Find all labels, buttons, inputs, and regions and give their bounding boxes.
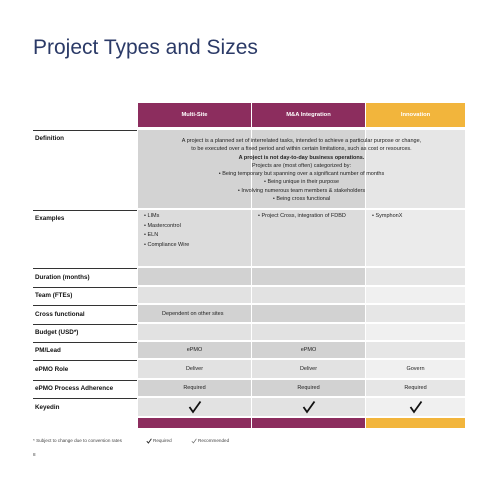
row-label: Budget (USD*)	[33, 324, 137, 340]
table-cell	[366, 324, 465, 340]
table-cell	[366, 342, 465, 358]
definition-bullet: • Being cross functional	[272, 195, 331, 202]
example-item: • SymphonX	[372, 213, 403, 219]
table-cell: ePMO	[252, 342, 365, 358]
check-icon	[191, 438, 197, 444]
example-text: Project Cross, integration of FDBD	[261, 213, 346, 219]
table-cell	[252, 324, 365, 340]
definition-line: to be executed over a fixed period and w…	[191, 146, 412, 152]
bullet-text: Being unique in their purpose	[267, 179, 340, 186]
example-text: Mastercontrol	[147, 222, 181, 229]
title: Project Types and Sizes	[33, 36, 258, 59]
row-label: Keyedin	[33, 398, 137, 416]
table-cell: ePMO	[138, 342, 251, 358]
table-cell	[252, 305, 365, 322]
row-label: PM/Lead	[33, 342, 137, 358]
cell-bg	[366, 130, 465, 208]
example-item: • LIMs	[144, 213, 160, 219]
table-cell	[252, 268, 365, 285]
table-cell: Deliver	[138, 360, 251, 378]
example-item: • Mastercontrol	[144, 222, 181, 229]
check-icon	[146, 438, 152, 444]
example-text: LIMs	[147, 213, 160, 219]
table-cell: Required	[366, 380, 465, 396]
definition-bullet: • Being temporary but spanning over a si…	[218, 171, 385, 177]
table-cell	[138, 268, 251, 285]
legend-recommended: Recommended	[198, 438, 230, 443]
table-cell: Dependent on other sites	[138, 305, 251, 322]
example-item: • ELN	[144, 232, 159, 238]
table-cell	[366, 398, 465, 416]
column-header: Innovation	[366, 103, 465, 127]
example-text: Compliance Wire	[147, 241, 190, 248]
row-label: Team (FTEs)	[33, 287, 137, 303]
table-cell: Govern	[366, 360, 465, 378]
row-label: Duration (months)	[33, 268, 137, 285]
legend-required: Required	[153, 438, 172, 443]
row-label: Examples	[33, 210, 137, 266]
definition-bullet: • Involving numerous team members & stak…	[237, 187, 366, 194]
footnote: * Subject to change due to conversion ra…	[33, 438, 122, 443]
example-item: • Compliance Wire	[144, 241, 190, 248]
definition-line: A project is a planned set of interrelat…	[181, 138, 422, 144]
bottom-bar	[366, 418, 465, 428]
table-cell: Required	[252, 380, 365, 396]
column-header: Multi-Site	[138, 103, 251, 127]
table-cell	[138, 287, 251, 303]
table-cell	[138, 324, 251, 340]
bottom-bar	[138, 418, 251, 428]
table-cell: Required	[138, 380, 251, 396]
definition-bullet: • Being unique in their purpose	[263, 179, 340, 186]
table-cell	[252, 287, 365, 303]
table-cell	[366, 268, 465, 285]
example-item: • Project Cross, integration of FDBD	[258, 213, 346, 219]
definition-line: Projects are (most often) categorized by…	[251, 163, 352, 169]
page-number: 8	[33, 452, 36, 457]
bullet-text: Being temporary but spanning over a sign…	[222, 171, 385, 177]
check-icon	[188, 400, 201, 414]
row-label: Definition	[33, 130, 137, 208]
cell-bg	[138, 210, 251, 266]
example-text: ELN	[147, 232, 159, 238]
definition-line: A project is not day-to-day business ope…	[238, 155, 365, 161]
check-icon	[409, 400, 422, 414]
bottom-bar	[252, 418, 365, 428]
row-label: ePMO Role	[33, 360, 137, 378]
bullet-text: Involving numerous team members & stakeh…	[241, 187, 366, 194]
column-header: M&A Integration	[252, 103, 365, 127]
row-label: ePMO Process Adherence	[33, 380, 137, 396]
table-cell	[366, 287, 465, 303]
cell-bg	[366, 210, 465, 266]
table-cell	[252, 398, 365, 416]
cell-bg	[252, 210, 365, 266]
example-text: SymphonX	[375, 213, 403, 219]
cell-bg	[252, 130, 365, 208]
table-cell: Deliver	[252, 360, 365, 378]
cell-bg	[138, 130, 251, 208]
check-icon	[302, 400, 315, 414]
table-cell	[138, 398, 251, 416]
table-cell	[366, 305, 465, 322]
row-label: Cross functional	[33, 305, 137, 322]
bullet-text: Being cross functional	[276, 195, 331, 202]
